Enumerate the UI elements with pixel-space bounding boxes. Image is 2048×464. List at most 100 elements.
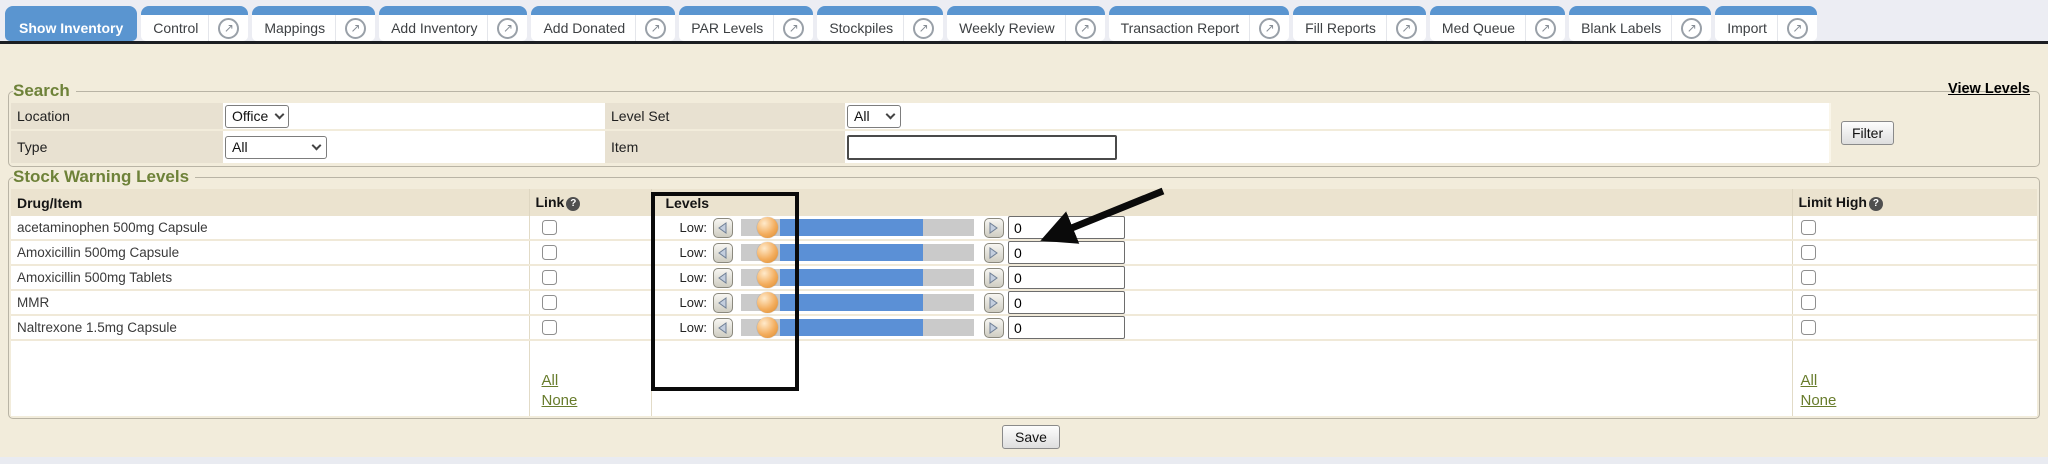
chevron-down-icon xyxy=(311,140,322,150)
limit-high-checkbox[interactable] xyxy=(1800,270,1816,286)
slider-handle[interactable] xyxy=(756,217,778,238)
increase-level-button[interactable] xyxy=(983,317,1004,338)
external-link-arrow-icon: ↗ xyxy=(1259,17,1281,39)
link-checkbox[interactable] xyxy=(541,220,557,236)
open-in-new-tab-button[interactable]: ↗ xyxy=(1671,15,1711,41)
slider-handle[interactable] xyxy=(756,317,778,338)
drug-item-column-header: Drug/Item xyxy=(11,189,530,216)
link-select-all-link[interactable]: All xyxy=(541,372,559,389)
drug-item-name: Naltrexone 1.5mg Capsule xyxy=(11,315,530,341)
decrease-level-button[interactable] xyxy=(712,317,733,338)
nav-tab-label: Blank Labels xyxy=(1581,20,1662,36)
nav-tab[interactable]: Weekly Review ↗ xyxy=(947,6,1105,41)
nav-tab-label: Weekly Review xyxy=(959,20,1055,36)
slider-handle[interactable] xyxy=(756,242,778,263)
limit-high-checkbox[interactable] xyxy=(1800,320,1816,336)
search-legend: Search xyxy=(13,81,70,100)
limit-high-column-header: Limit High? xyxy=(1792,189,2037,216)
external-link-arrow-icon: ↗ xyxy=(1681,17,1703,39)
low-level-slider-track[interactable] xyxy=(740,292,974,313)
low-level-slider-track[interactable] xyxy=(740,242,974,263)
stock-warning-table: Drug/Item Link? Levels Limit High? aceta… xyxy=(11,189,2037,416)
open-in-new-tab-button[interactable]: ↗ xyxy=(1249,15,1289,41)
nav-tab[interactable]: Control ↗ xyxy=(141,6,249,41)
slider-handle[interactable] xyxy=(756,292,778,313)
low-value-input[interactable] xyxy=(1007,266,1125,289)
external-link-arrow-icon: ↗ xyxy=(218,17,240,39)
open-in-new-tab-button[interactable]: ↗ xyxy=(335,15,375,41)
low-label: Low: xyxy=(679,245,707,260)
increase-level-button[interactable] xyxy=(983,217,1004,238)
low-level-slider-track[interactable] xyxy=(740,217,974,238)
question-mark-icon[interactable]: ? xyxy=(1868,197,1883,211)
nav-tab[interactable]: Import ↗ xyxy=(1715,6,1817,41)
increase-level-button[interactable] xyxy=(983,242,1004,263)
nav-tab[interactable]: Show Inventory ↗ xyxy=(5,6,138,41)
slider-fill-bar xyxy=(779,294,923,311)
link-checkbox[interactable] xyxy=(541,245,557,261)
low-label: Low: xyxy=(679,295,707,310)
low-level-slider-track[interactable] xyxy=(740,267,974,288)
nav-tab-label: Transaction Report xyxy=(1120,20,1240,36)
open-in-new-tab-button[interactable]: ↗ xyxy=(1385,15,1426,41)
filter-button[interactable]: Filter xyxy=(1841,120,1895,145)
chevron-down-icon xyxy=(274,109,285,119)
limit-high-checkbox[interactable] xyxy=(1800,245,1816,261)
search-form: Location Office Level Set All xyxy=(11,103,2037,164)
decrease-level-button[interactable] xyxy=(712,242,733,263)
low-value-input[interactable] xyxy=(1007,291,1125,314)
limit-high-checkbox[interactable] xyxy=(1800,220,1816,236)
nav-tab[interactable]: Fill Reports ↗ xyxy=(1293,6,1426,41)
open-in-new-tab-button[interactable]: ↗ xyxy=(487,15,527,41)
low-label: Low: xyxy=(679,220,707,235)
link-checkbox[interactable] xyxy=(541,320,557,336)
drug-item-name: acetaminophen 500mg Capsule xyxy=(11,216,530,241)
nav-tab[interactable]: Mappings ↗ xyxy=(252,6,376,41)
increase-level-button[interactable] xyxy=(983,267,1004,288)
slider-fill-bar xyxy=(779,244,923,261)
nav-tab[interactable]: Add Donated ↗ xyxy=(531,6,676,41)
item-search-input[interactable] xyxy=(847,134,1117,160)
decrease-level-button[interactable] xyxy=(712,267,733,288)
low-value-input[interactable] xyxy=(1007,216,1125,239)
level-set-label: Level Set xyxy=(605,103,845,131)
link-select-none-link[interactable]: None xyxy=(541,392,578,409)
nav-tab[interactable]: Add Inventory ↗ xyxy=(379,6,528,41)
nav-tab-label: Fill Reports xyxy=(1305,20,1376,36)
external-link-arrow-icon: ↗ xyxy=(645,17,667,39)
limit-high-checkbox[interactable] xyxy=(1800,295,1816,311)
open-in-new-tab-button[interactable]: ↗ xyxy=(635,15,675,41)
nav-tab[interactable]: Blank Labels ↗ xyxy=(1569,6,1712,41)
limit-high-select-none-link[interactable]: None xyxy=(1800,392,1837,409)
open-in-new-tab-button[interactable]: ↗ xyxy=(1525,15,1565,41)
open-in-new-tab-button[interactable]: ↗ xyxy=(208,15,248,41)
link-checkbox[interactable] xyxy=(541,295,557,311)
low-level-slider-track[interactable] xyxy=(740,317,974,338)
view-levels-link[interactable]: View Levels xyxy=(1948,81,2030,97)
open-in-new-tab-button[interactable]: ↗ xyxy=(773,15,813,41)
low-level-control: Low: xyxy=(680,291,1792,314)
increase-level-button[interactable] xyxy=(983,292,1004,313)
save-button[interactable]: Save xyxy=(1002,425,1060,449)
spacer-row xyxy=(11,340,2037,370)
nav-tab[interactable]: Transaction Report ↗ xyxy=(1108,6,1290,41)
nav-tab[interactable]: Stockpiles ↗ xyxy=(817,6,944,41)
table-header-row: Drug/Item Link? Levels Limit High? xyxy=(11,189,2037,216)
link-header-label: Link xyxy=(535,194,565,210)
low-value-input[interactable] xyxy=(1007,241,1125,264)
nav-tab[interactable]: PAR Levels ↗ xyxy=(679,6,814,41)
link-checkbox[interactable] xyxy=(541,270,557,286)
question-mark-icon[interactable]: ? xyxy=(566,197,581,211)
slider-handle[interactable] xyxy=(756,267,778,288)
decrease-level-button[interactable] xyxy=(712,292,733,313)
open-in-new-tab-button[interactable]: ↗ xyxy=(1064,15,1105,41)
open-in-new-tab-button[interactable]: ↗ xyxy=(1776,15,1817,41)
decrease-level-button[interactable] xyxy=(712,217,733,238)
location-select[interactable]: Office xyxy=(225,104,289,128)
open-in-new-tab-button[interactable]: ↗ xyxy=(903,15,943,41)
level-set-select[interactable]: All xyxy=(847,104,901,128)
low-value-input[interactable] xyxy=(1007,316,1125,339)
nav-tab[interactable]: Med Queue ↗ xyxy=(1429,6,1566,41)
type-select[interactable]: All xyxy=(225,135,327,159)
limit-high-select-all-link[interactable]: All xyxy=(1800,372,1818,389)
